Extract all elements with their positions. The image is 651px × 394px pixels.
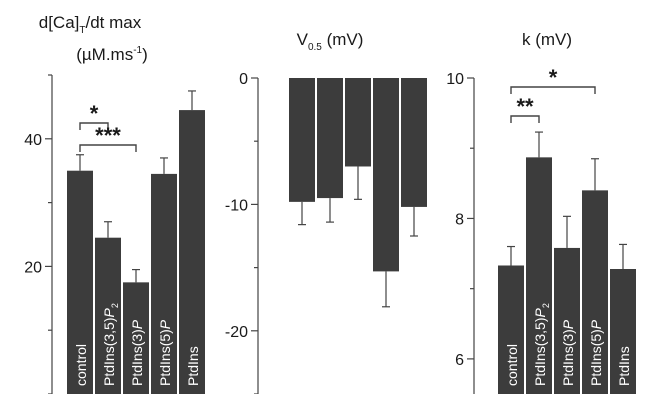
- category-label: PtdIns: [616, 346, 632, 386]
- bar: [123, 282, 149, 394]
- category-label: control: [504, 344, 520, 386]
- bar: [95, 237, 121, 394]
- y-tick-label: 8: [455, 211, 464, 228]
- significance-label: **: [516, 94, 534, 119]
- category-label: PtdIns(5)P: [588, 319, 604, 386]
- category-label: control: [73, 344, 89, 386]
- bar: [67, 170, 93, 394]
- bar: [610, 269, 636, 394]
- y-tick-label: 20: [24, 259, 42, 276]
- bar: [179, 110, 205, 394]
- y-tick-label: -20: [225, 324, 248, 341]
- significance-bracket: [510, 115, 540, 123]
- bar: [498, 265, 524, 394]
- significance-label: *: [549, 65, 558, 90]
- panel-title: d[Ca]T/dt max: [39, 13, 142, 36]
- bar: [289, 78, 315, 202]
- bar: [526, 157, 552, 394]
- category-label: PtdIns(3)P: [351, 319, 367, 386]
- panel-slope-k: k (mV) 6 8 10 control PtdIns(3,5)P2 PtdIns(3)…: [446, 30, 636, 394]
- category-label: control: [295, 344, 311, 386]
- bar: [345, 78, 371, 167]
- panel-calcium-rate: d[Ca]T/dt max (µM.ms-1) 20 40 control PtdIn…: [24, 13, 205, 394]
- category-label: PtdIns: [407, 346, 423, 386]
- panel-v-half: V0.5 (mV) 0 -10 -20 control PtdIns(3,5)P2 Ptd…: [225, 30, 427, 394]
- y-axis-label: (µM.ms-1): [76, 45, 148, 64]
- category-label: PtdIns(3)P: [129, 319, 145, 386]
- category-label: PtdIns: [185, 346, 201, 386]
- bar: [582, 190, 608, 394]
- category-label: PtdIns(3,5)P2: [323, 303, 342, 386]
- y-tick-label: 10: [446, 71, 464, 88]
- bar: [554, 247, 580, 394]
- category-label: PtdIns(3,5)P2: [532, 303, 551, 386]
- significance-bracket: [79, 122, 109, 130]
- category-label: PtdIns(3,5)P2: [101, 303, 120, 386]
- bar: [401, 78, 427, 207]
- significance-label: ***: [95, 123, 121, 148]
- significance-bracket: [510, 86, 596, 94]
- y-tick-label: 40: [24, 132, 42, 149]
- y-tick-label: -10: [225, 197, 248, 214]
- significance-label: *: [90, 101, 99, 126]
- category-label: PtdIns(5)P: [379, 319, 395, 386]
- category-label: PtdIns(3)P: [560, 319, 576, 386]
- bar: [151, 173, 177, 394]
- bar: [373, 78, 399, 272]
- y-tick-label: 6: [455, 352, 464, 369]
- category-label: PtdIns(5)P: [157, 319, 173, 386]
- bar: [317, 78, 343, 199]
- panel-title: V0.5 (mV): [297, 30, 364, 53]
- panel-title: k (mV): [522, 30, 572, 49]
- significance-bracket: [79, 144, 137, 152]
- y-tick-label: 0: [239, 71, 248, 88]
